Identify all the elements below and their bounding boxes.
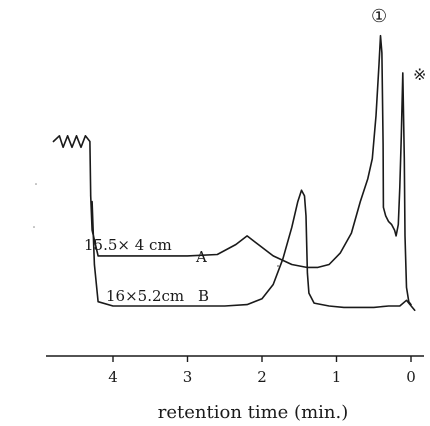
x-axis-label: retention time (min.) <box>158 402 349 423</box>
series-a-trace <box>89 34 412 306</box>
x-tick-label-4: 4 <box>108 368 118 386</box>
x-tick-label-1: 1 <box>332 368 342 386</box>
speck <box>35 183 37 185</box>
x-axis-ticks: 4 3 2 1 0 <box>108 356 416 386</box>
solvent-peak-marker: ※ <box>413 65 426 84</box>
x-axis: 4 3 2 1 0 <box>46 355 424 386</box>
x-tick-label-2: 2 <box>257 368 267 386</box>
pre-injection-trace <box>52 135 92 197</box>
series-b-label: B <box>198 287 209 305</box>
scan-specks <box>33 183 279 267</box>
peak-annotations: ① ※ <box>371 6 426 84</box>
speck <box>33 226 35 228</box>
series-a-column-label: 15.5× 4 cm <box>84 236 172 254</box>
series-a-label: A <box>195 248 207 266</box>
series-b-column-label: 16×5.2cm <box>106 287 184 305</box>
traces-group <box>52 34 416 312</box>
series-labels: 15.5× 4 cm A 16×5.2cm B <box>84 236 209 305</box>
series-b-trace <box>91 189 416 312</box>
peak-1-marker: ① <box>371 6 387 27</box>
x-tick-label-0: 0 <box>406 368 416 386</box>
x-tick-label-3: 3 <box>183 368 193 386</box>
speck <box>277 265 279 267</box>
